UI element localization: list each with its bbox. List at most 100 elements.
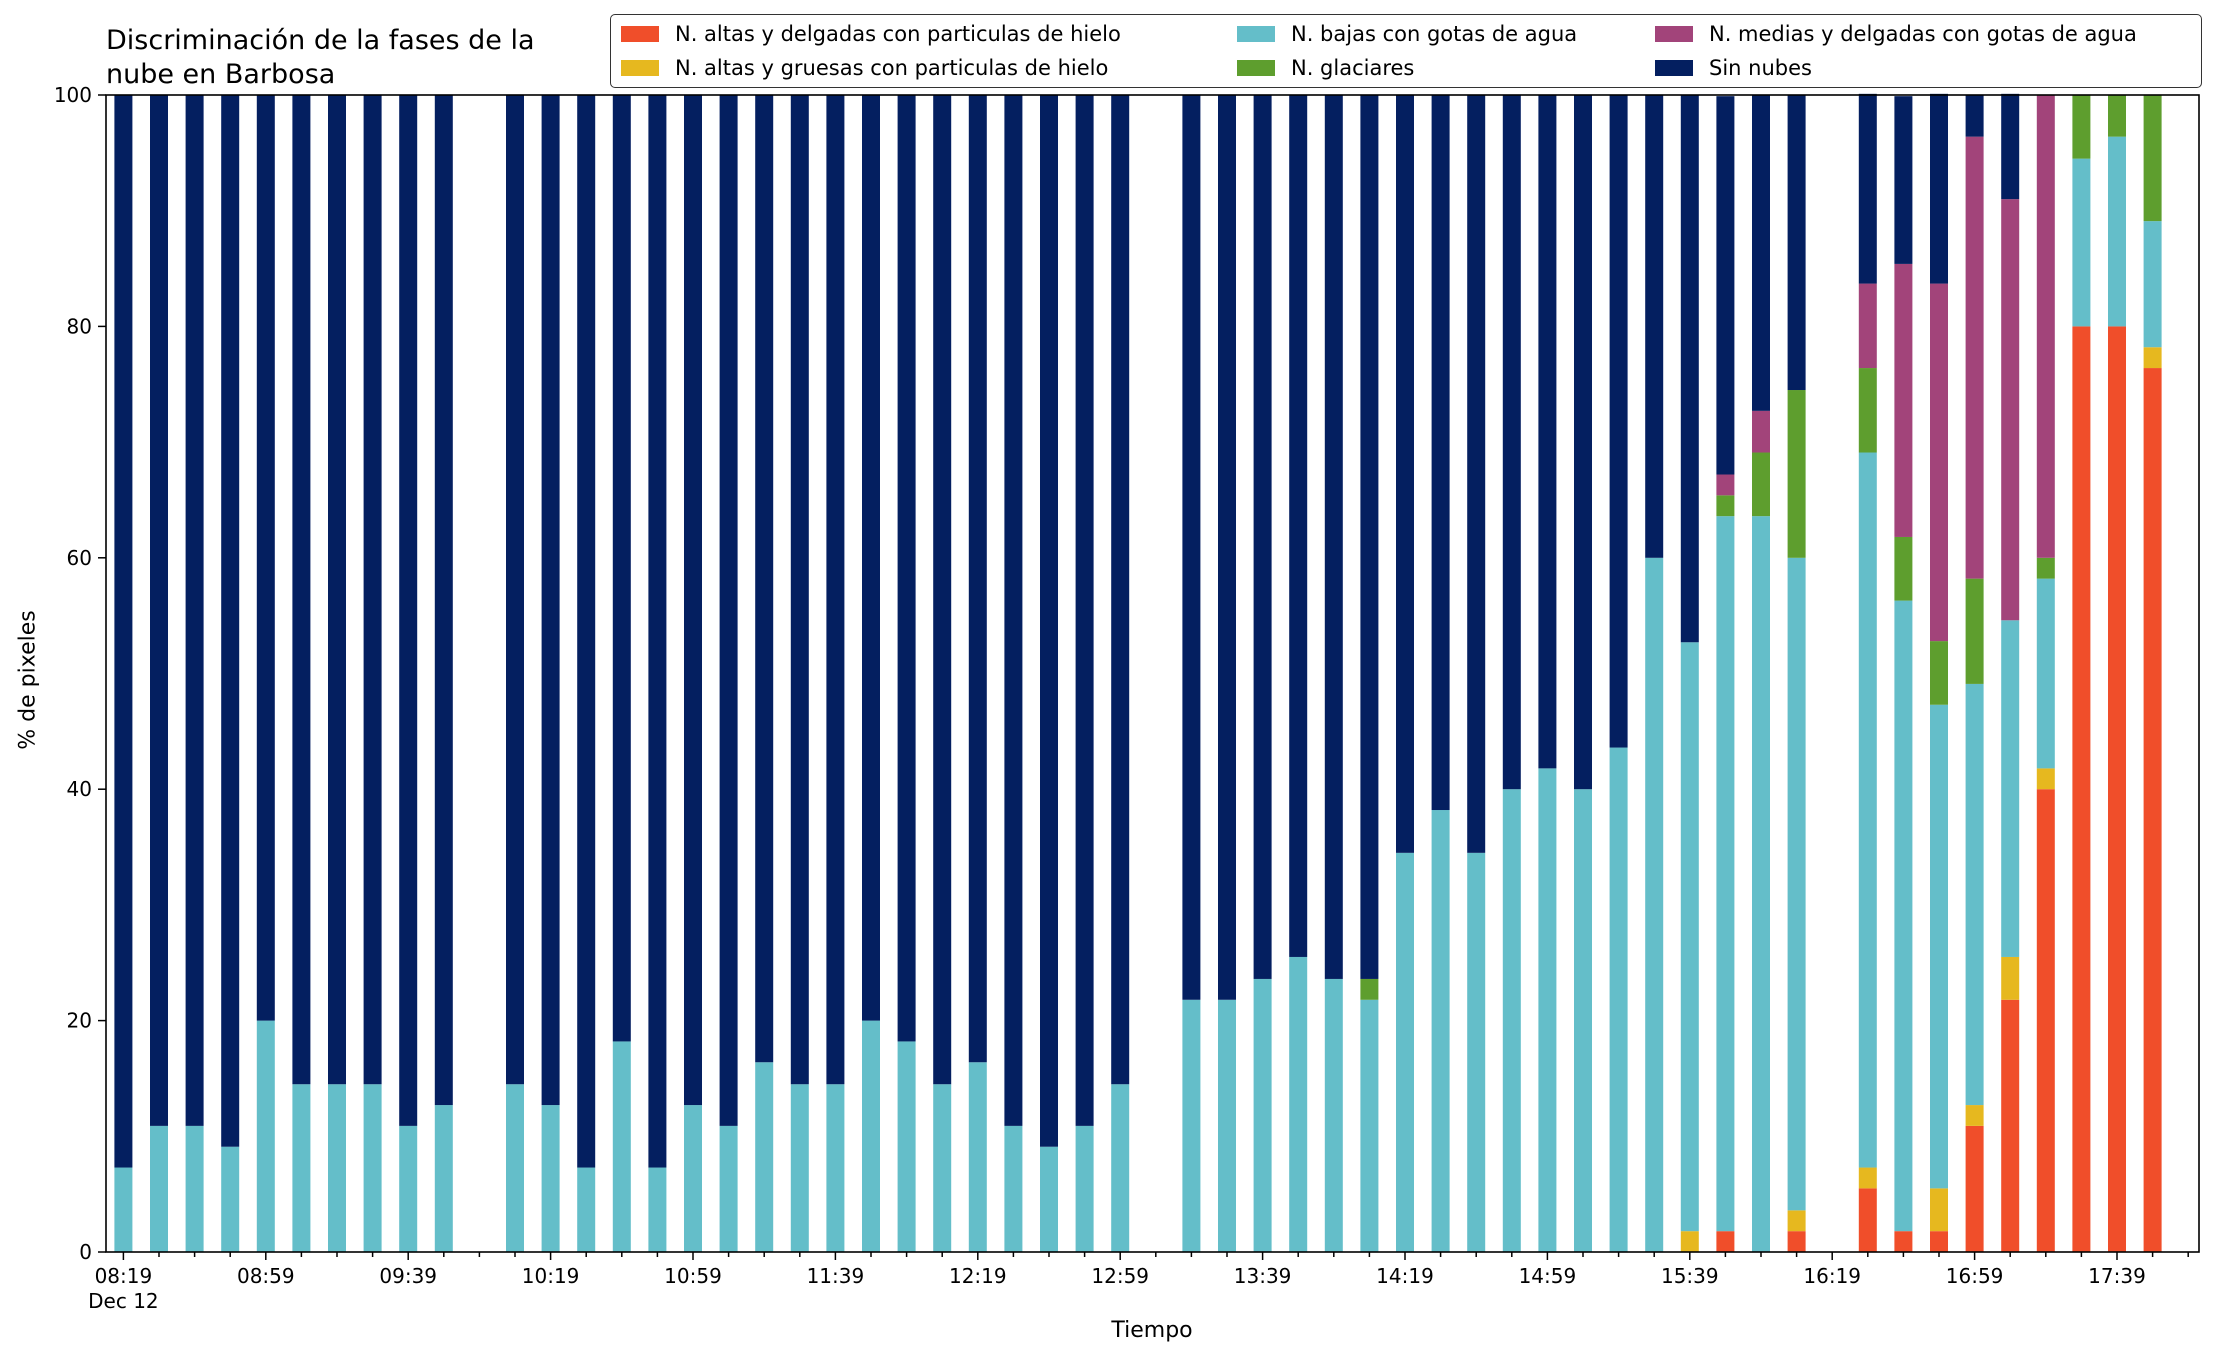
bar-segment-altas_delgadas [1930,1231,1948,1252]
bar-segment-sin_nubes [1218,95,1236,1000]
legend: N. altas y delgadas con particulas de hi… [610,14,2202,88]
bar-segment-glaciares [1965,578,1984,684]
bar-segment-medias [1752,410,1770,453]
y-tick-label: 0 [79,1240,92,1264]
bar-segment-bajas [256,1020,275,1252]
plot-area-frame [105,94,2200,1253]
legend-swatch [621,60,659,76]
bar-segment-sin_nubes [1894,96,1913,264]
bar-segment-altas_delgadas [2072,326,2091,1252]
x-tick-label: 08:19 Dec 12 [88,1264,159,1313]
bar-segment-sin_nubes [719,95,738,1126]
bar-segment-bajas [541,1105,560,1252]
bar-segment-glaciares [1858,368,1877,453]
y-axis: 0 20 40 60 80 100 [54,83,106,1264]
bar-segment-glaciares [2072,95,2091,159]
bar-segment-bajas [363,1084,382,1252]
bar-segment-bajas [150,1125,168,1252]
bar-segment-sin_nubes [1645,95,1664,558]
legend-swatch [1237,26,1275,42]
bar-segment-bajas [1894,600,1913,1232]
bar-segment-sin_nubes [114,95,133,1168]
bar-segment-altas_delgadas [1965,1125,1984,1252]
bar-segment-sin_nubes [1075,95,1094,1126]
bar-segment-bajas [1502,789,1521,1252]
bar-segment-bajas [755,1062,774,1252]
bar-segment-sin_nubes [1787,95,1806,391]
bar-segment-glaciares [2108,95,2126,137]
bar-segment-bajas [1467,852,1486,1252]
bar-segment-bajas [1965,683,1984,1106]
bar-segment-medias [1965,136,1984,579]
bar-segment-altas_gruesas [1930,1188,1948,1232]
bar-segment-sin_nubes [1930,93,1948,284]
bar-segment-altas_delgadas [1787,1231,1806,1252]
bar-segment-altas_gruesas [1787,1210,1806,1232]
bar-segment-altas_gruesas [2143,347,2162,369]
x-tick-label: 15:39 [1661,1264,1719,1288]
legend-item-sin-nubes: Sin nubes [1655,53,1812,83]
bar-segment-bajas [933,1084,952,1252]
bar-segment-bajas [1040,1146,1058,1252]
bar-segment-sin_nubes [1396,95,1414,853]
x-tick-label: 08:59 [237,1264,295,1288]
legend-label: N. altas y delgadas con particulas de hi… [675,22,1121,46]
bar-segment-bajas [968,1062,987,1252]
bar-segment-sin_nubes [1289,95,1308,957]
bar-segment-bajas [506,1084,524,1252]
bar-segment-sin_nubes [221,95,240,1147]
bar-segment-sin_nubes [256,95,275,1021]
bar-segment-bajas [1324,978,1343,1252]
bar-segment-bajas [1218,999,1236,1252]
bar-segment-bajas [1004,1125,1023,1252]
bar-segment-bajas [1680,642,1699,1232]
bar-segment-sin_nubes [1431,95,1450,811]
bar-segment-sin_nubes [612,95,631,1042]
bar-segment-sin_nubes [933,95,952,1085]
bar-segment-altas_delgadas [1716,1231,1735,1252]
bar-segment-bajas [862,1020,880,1252]
bar-segment-sin_nubes [150,95,168,1126]
bar-segment-bajas [399,1125,418,1252]
y-axis-label: % de pixeles [15,610,41,750]
x-tick-label: 16:19 [1803,1264,1861,1288]
bar-segment-glaciares [1716,495,1735,517]
bar-segment-bajas [1538,768,1557,1252]
bar-segment-bajas [826,1084,845,1252]
bar-segment-sin_nubes [1360,95,1379,979]
bar-segment-bajas [577,1167,596,1252]
bar-segment-sin_nubes [541,95,560,1106]
bar-segment-sin_nubes [1502,95,1521,790]
bar-segment-bajas [790,1084,809,1252]
bar-segment-sin_nubes [328,95,346,1085]
bar-segment-bajas [2108,136,2126,327]
legend-item-altas-gruesas: N. altas y gruesas con particulas de hie… [621,53,1108,83]
bar-segment-altas_gruesas [1680,1231,1699,1252]
bar-segment-bajas [434,1105,453,1252]
bar-segment-bajas [684,1105,702,1252]
bar-segment-altas_gruesas [1858,1167,1877,1189]
x-tick-label: 14:59 [1519,1264,1577,1288]
legend-label: N. altas y gruesas con particulas de hie… [675,56,1109,80]
bar-segment-sin_nubes [577,95,596,1168]
bar-segment-bajas [1716,516,1735,1232]
bar-segment-sin_nubes [1253,95,1272,979]
bar-segment-sin_nubes [363,95,382,1085]
bar-segment-sin_nubes [1965,95,1984,137]
x-tick-label: 09:39 [379,1264,437,1288]
bar-segment-altas_gruesas [1965,1105,1984,1126]
bar-segment-medias [1930,283,1948,642]
bar-segment-bajas [2143,221,2162,348]
bar-segment-sin_nubes [897,95,916,1042]
bar-segment-medias [1894,263,1913,537]
bar-segment-bajas [1930,704,1948,1189]
bar-segment-sin_nubes [1609,95,1628,748]
bar-segment-glaciares [1894,536,1913,601]
bar-segment-sin_nubes [1467,95,1486,853]
bar-segment-bajas [221,1146,240,1252]
x-tick-label: 10:19 [522,1264,580,1288]
bar-segment-altas_gruesas [2036,768,2055,790]
bar-segment-sin_nubes [1182,95,1201,1000]
bar-segment-sin_nubes [968,95,987,1063]
